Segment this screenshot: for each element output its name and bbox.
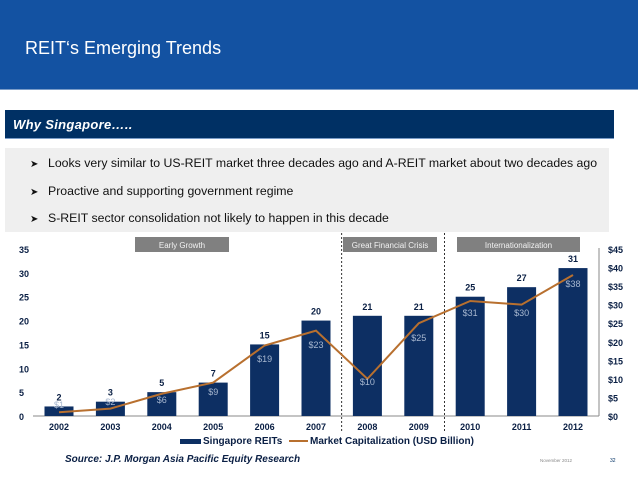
line-data-label: $19	[257, 354, 272, 364]
bullet-item: ➤ Looks very similar to US-REIT market th…	[30, 156, 597, 170]
page-number: 32	[610, 458, 616, 464]
right-axis-tick-label: $20	[608, 338, 623, 348]
x-axis-tick-label: 2006	[255, 422, 275, 432]
left-axis-tick-label: 5	[19, 388, 24, 398]
section-header: Why Singapore…..	[13, 117, 133, 132]
right-axis-tick-label: $40	[608, 264, 623, 274]
line-data-label: $31	[463, 308, 478, 318]
bar-data-label: 7	[211, 369, 216, 379]
bullet-text: S-REIT sector consolidation not likely t…	[48, 211, 389, 225]
legend-bar-swatch-icon	[180, 438, 201, 444]
arrow-bullet-icon: ➤	[30, 159, 39, 170]
left-axis-tick-label: 20	[19, 317, 29, 327]
legend-label: Market Capitalization (USD Billion)	[310, 436, 474, 447]
line-data-label: $10	[360, 377, 375, 387]
bullet-text: Looks very similar to US-REIT market thr…	[48, 156, 598, 170]
bullet-item: ➤ Proactive and supporting government reg…	[30, 184, 293, 198]
bar-data-label: 31	[568, 254, 578, 264]
line-data-label: $23	[308, 340, 323, 350]
phase-label-box	[457, 237, 580, 252]
title-bar: REIT‘s Emerging Trends	[0, 0, 638, 90]
x-axis-tick-label: 2010	[460, 422, 480, 432]
bar-data-label: 21	[362, 302, 372, 312]
bar-singapore-reits	[147, 392, 177, 416]
x-axis-tick-label: 2007	[306, 422, 326, 432]
right-axis-tick-label: $30	[608, 301, 623, 311]
right-axis-tick-label: $5	[608, 393, 618, 403]
bar-data-label: 15	[260, 330, 270, 340]
bar-singapore-reits	[558, 268, 588, 416]
phase-label-box	[135, 237, 229, 252]
right-axis-tick-label: $0	[608, 412, 618, 422]
line-data-label: $25	[411, 333, 426, 343]
bar-data-label: 2	[56, 392, 61, 402]
x-axis-tick-label: 2009	[409, 422, 429, 432]
legend-line-swatch-icon	[289, 440, 308, 443]
bar-singapore-reits	[198, 382, 228, 416]
right-axis-tick-label: $35	[608, 282, 623, 292]
bullet-item: ➤ S-REIT sector consolidation not likely …	[30, 211, 389, 225]
left-axis-tick-label: 10	[19, 364, 29, 374]
line-data-label: $6	[157, 395, 167, 405]
bar-data-label: 5	[159, 378, 164, 388]
legend-label: Singapore REITs	[203, 436, 283, 447]
bar-singapore-reits	[507, 287, 537, 416]
right-axis-tick-label: $45	[608, 245, 623, 255]
line-data-label: $9	[208, 387, 218, 397]
phase-label: Early Growth	[159, 241, 205, 250]
line-data-label: $30	[514, 308, 529, 318]
bar-data-label: 3	[108, 388, 113, 398]
phase-label: Internationalization	[485, 241, 552, 250]
x-axis-tick-label: 2011	[512, 422, 532, 432]
bullet-list: ➤ Looks very similar to US-REIT market th…	[5, 148, 609, 232]
bar-singapore-reits	[455, 296, 485, 416]
legend-item-singapore-reits: Singapore REITs	[180, 436, 282, 447]
left-axis-tick-label: 15	[19, 340, 29, 350]
x-axis-tick-label: 2008	[357, 422, 377, 432]
bar-data-label: 25	[465, 283, 475, 293]
line-data-label: $38	[565, 279, 580, 289]
right-axis-tick-label: $25	[608, 319, 623, 329]
bar-singapore-reits	[404, 315, 434, 416]
phase-label-box	[343, 237, 437, 252]
right-axis-tick-label: $15	[608, 356, 623, 366]
left-axis-tick-label: 30	[19, 269, 29, 279]
x-axis-tick-label: 2002	[49, 422, 69, 432]
footer-date: November 2012	[540, 458, 573, 463]
bar-data-label: 21	[414, 302, 424, 312]
right-axis-tick-label: $10	[608, 375, 623, 385]
left-axis-tick-label: 0	[19, 412, 24, 422]
x-axis-tick-label: 2005	[203, 422, 223, 432]
arrow-bullet-icon: ➤	[30, 187, 39, 198]
bar-data-label: 27	[517, 273, 527, 283]
arrow-bullet-icon: ➤	[30, 214, 39, 225]
left-axis-tick-label: 35	[19, 245, 29, 255]
bar-data-label: 20	[311, 307, 321, 317]
slide-title: REIT‘s Emerging Trends	[25, 38, 222, 58]
left-axis-tick-label: 25	[19, 293, 29, 303]
line-data-label: $2	[105, 397, 115, 407]
bar-singapore-reits	[250, 344, 280, 416]
bar-singapore-reits	[301, 320, 331, 416]
bullet-text: Proactive and supporting government regi…	[48, 184, 294, 198]
bar-singapore-reits	[44, 406, 74, 416]
x-axis-tick-label: 2004	[152, 422, 172, 432]
bar-singapore-reits	[352, 315, 382, 416]
section-header-bar: Why Singapore…..	[5, 110, 614, 139]
phase-label: Great Financial Crisis	[352, 241, 428, 250]
x-axis-tick-label: 2012	[563, 422, 583, 432]
legend-item-market-cap: Market Capitalization (USD Billion)	[289, 436, 474, 447]
x-axis-tick-label: 2003	[100, 422, 120, 432]
source-note: Source: J.P. Morgan Asia Pacific Equity …	[65, 454, 301, 465]
line-data-label: $1	[54, 400, 64, 410]
